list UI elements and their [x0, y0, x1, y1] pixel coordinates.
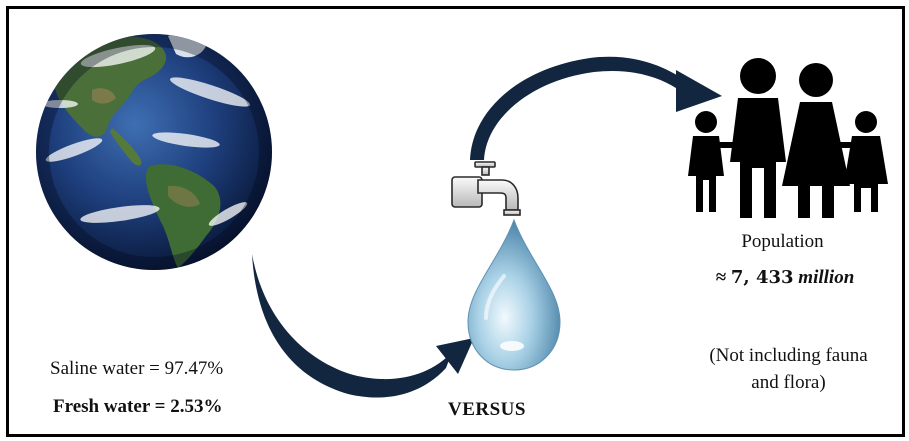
water-drop-icon — [467, 218, 561, 371]
population-number: 7, 433 — [730, 267, 794, 288]
versus-label: VERSUS — [448, 399, 526, 420]
note-line-2: and flora) — [751, 372, 826, 393]
population-label: Population — [741, 231, 824, 252]
population-value: ≈ 7, 433 million — [680, 267, 890, 289]
curved-arrow-icon — [252, 254, 474, 398]
earth-globe-icon — [36, 34, 272, 270]
curved-arrow-icon — [470, 56, 722, 160]
approx-symbol: ≈ — [715, 267, 727, 288]
population-note: (Not including fauna and flora) — [676, 342, 901, 396]
faucet-icon — [451, 161, 521, 216]
family-icon — [688, 58, 888, 218]
population-unit: million — [798, 267, 855, 288]
note-line-1: (Not including fauna — [709, 345, 868, 366]
saline-water-label: Saline water = 97.47% — [50, 358, 224, 379]
fresh-water-label: Fresh water = 2.53% — [53, 396, 223, 417]
